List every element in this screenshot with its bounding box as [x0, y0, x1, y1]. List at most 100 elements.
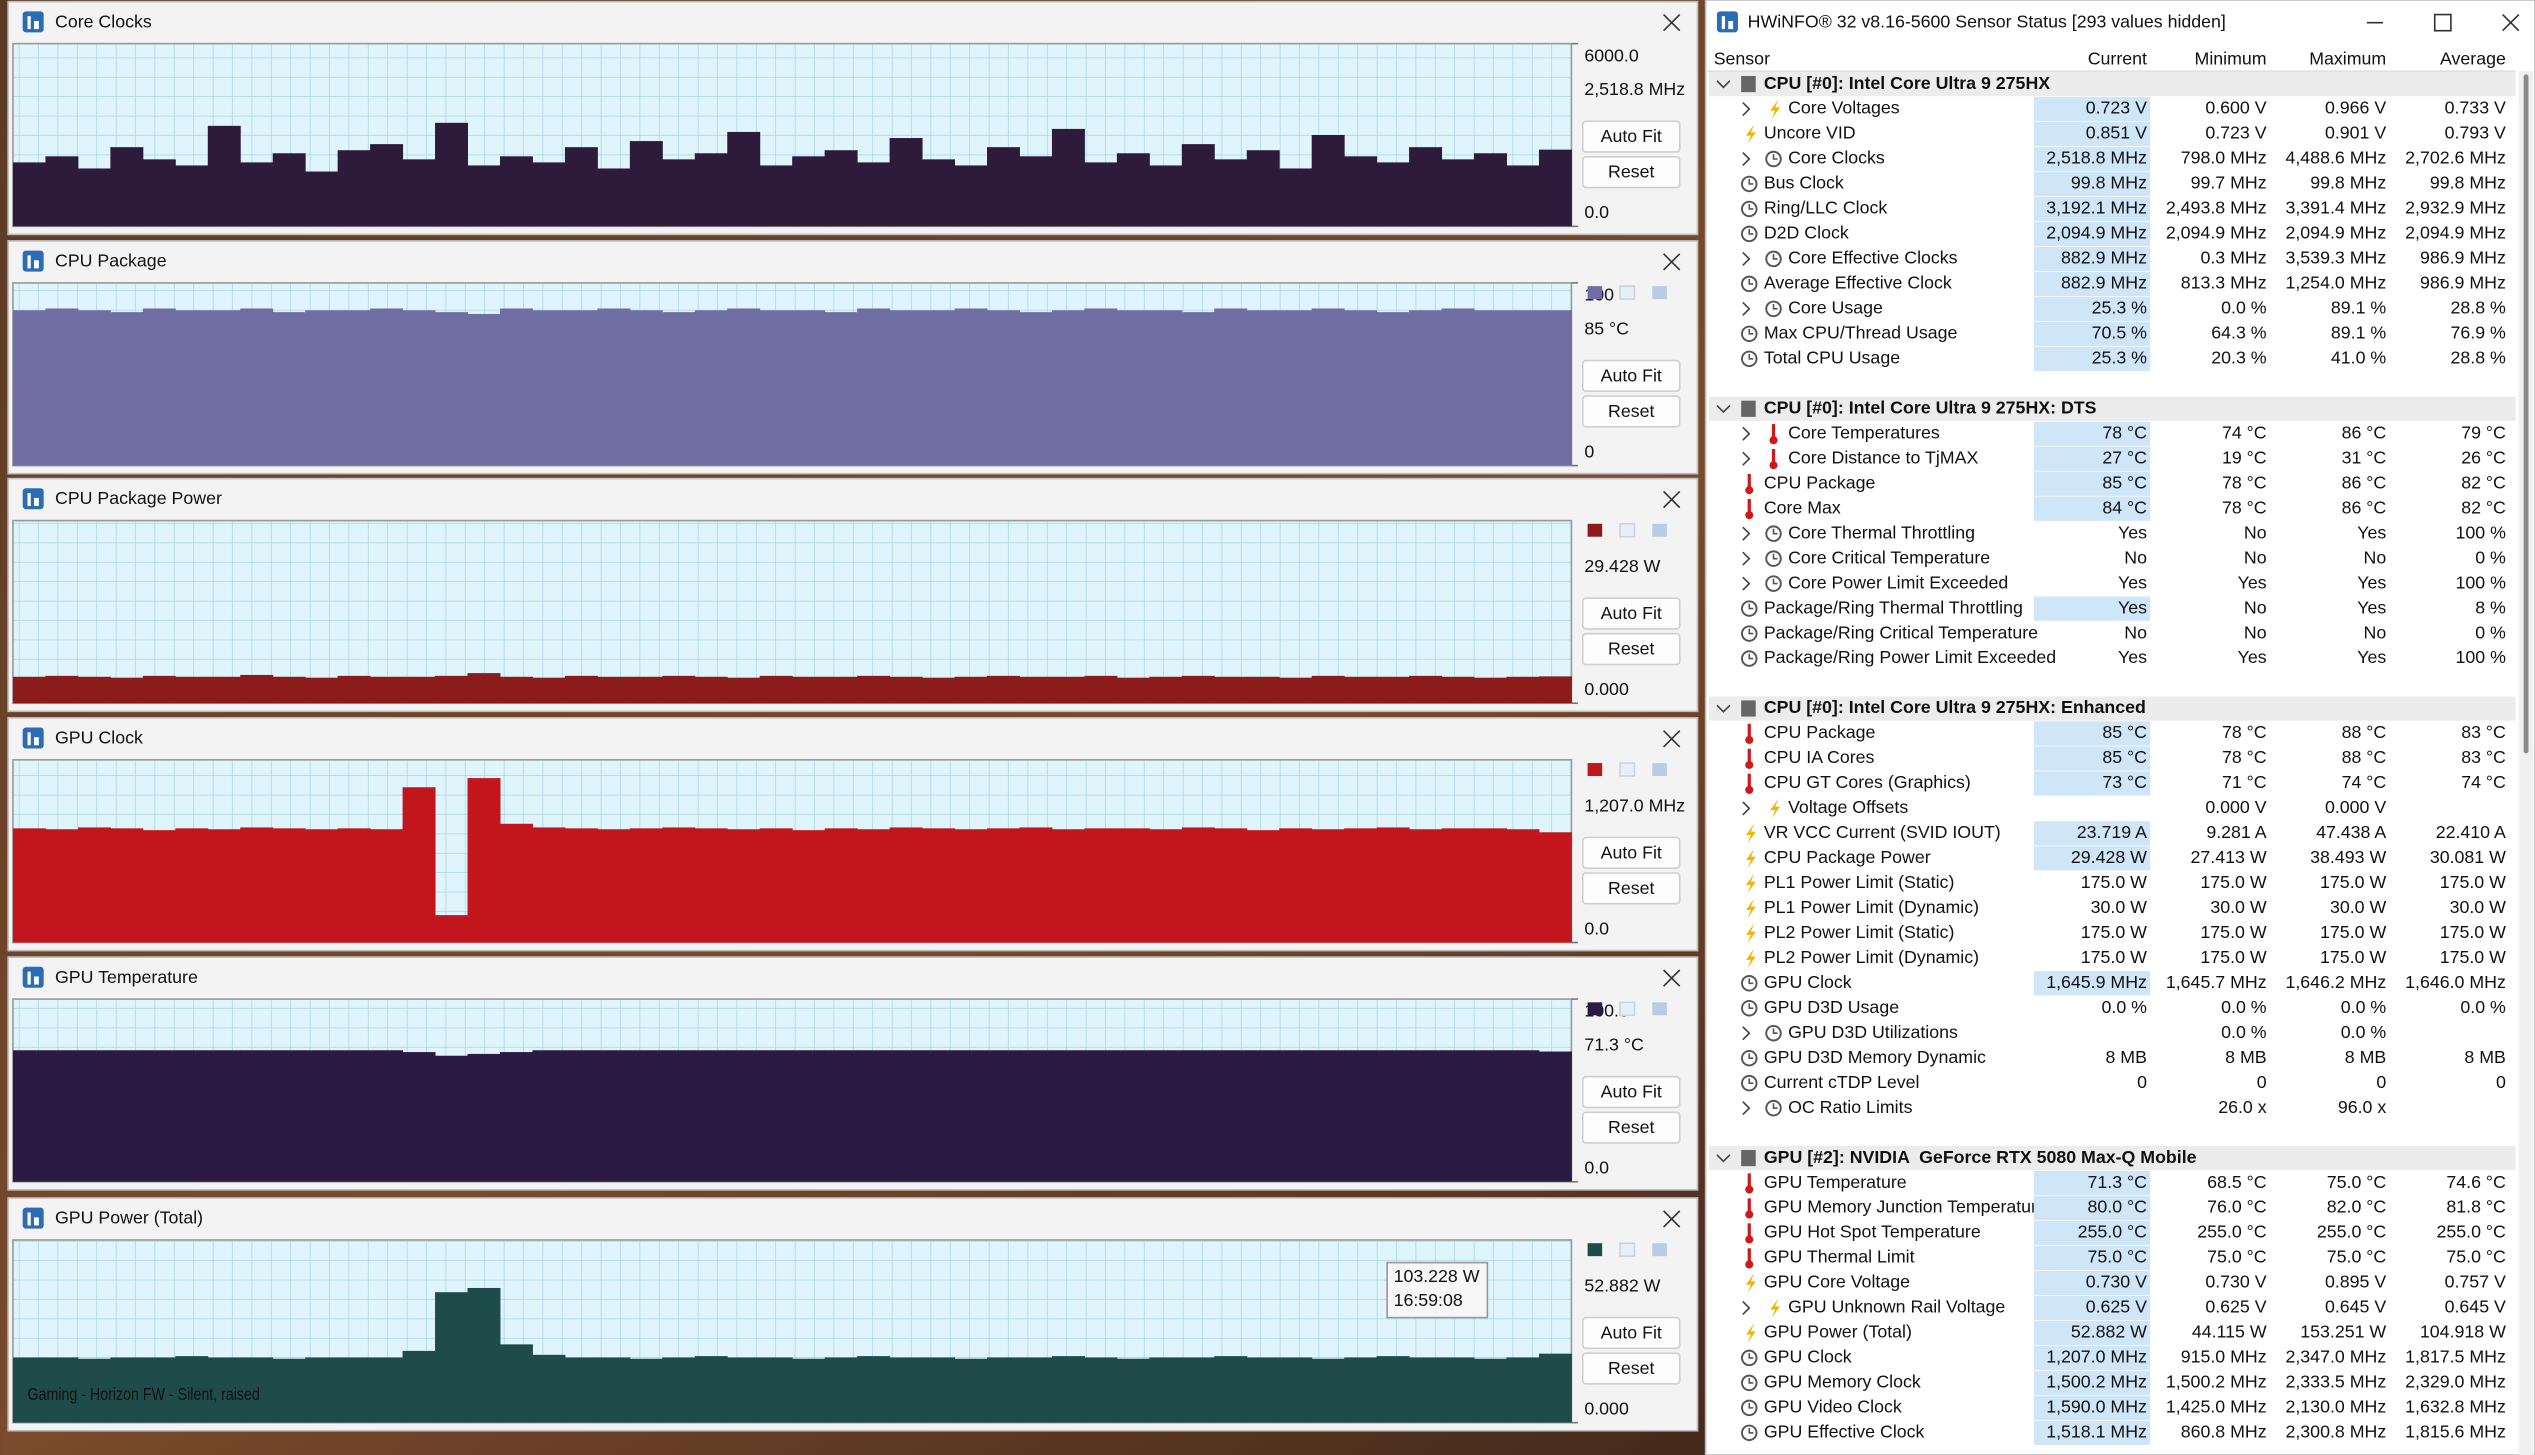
graph-bar: [110, 1357, 144, 1423]
graph-bar: [1084, 308, 1118, 466]
graph-bar: [727, 677, 761, 704]
clock-hand: [1772, 1028, 1778, 1035]
maximize-button[interactable]: [2433, 13, 2452, 32]
legend-swatch: [1652, 763, 1667, 776]
button[interactable]: [1581, 1111, 1681, 1144]
sensor-value: 26.0 x: [2218, 1097, 2267, 1117]
expand-arrow[interactable]: [1742, 526, 1751, 541]
graph-bar: [954, 829, 988, 943]
sensor-value: 0.730 V: [2205, 1272, 2266, 1292]
collapse-chevron[interactable]: [1716, 1154, 1731, 1163]
sensor-value: 3,192.1 MHz: [2046, 198, 2147, 218]
y-tick-label: 0.0: [1584, 918, 1609, 938]
expand-arrow[interactable]: [1742, 151, 1751, 167]
close-button[interactable]: [1663, 730, 1681, 748]
close-button[interactable]: [1663, 490, 1681, 509]
button[interactable]: [1581, 359, 1681, 393]
expand-arrow[interactable]: [1742, 576, 1751, 591]
current-highlight: [2033, 596, 2151, 621]
sensor-value: 0.3 MHz: [2200, 248, 2266, 268]
graph-bar: [467, 1287, 501, 1423]
expand-arrow[interactable]: [1742, 251, 1751, 266]
expand-arrow[interactable]: [1742, 551, 1751, 566]
graph-bar: [1311, 1358, 1345, 1423]
button[interactable]: [1581, 872, 1681, 905]
button[interactable]: [1581, 120, 1681, 153]
graph-bar: [824, 676, 858, 704]
sensor-value: 79 °C: [2461, 422, 2506, 442]
button[interactable]: [1581, 1316, 1681, 1350]
button[interactable]: [1581, 1075, 1681, 1109]
app-icon-bar: [33, 497, 39, 507]
current-value: 52.882 W: [1584, 1276, 1660, 1296]
sensor-value: 0.723 V: [2086, 98, 2147, 118]
collapse-chevron[interactable]: [1716, 80, 1731, 89]
sensor-value: 75.0 °C: [2088, 1247, 2148, 1267]
graph-bar: [1344, 676, 1378, 704]
button[interactable]: [1581, 597, 1681, 630]
button[interactable]: [1581, 632, 1681, 666]
sensor-label: GPU D3D Memory Dynamic: [1764, 1047, 1986, 1067]
button[interactable]: [1581, 156, 1681, 189]
sensor-value: 2,493.8 MHz: [2166, 198, 2267, 218]
close-button[interactable]: [1663, 969, 1681, 987]
app-icon: [22, 727, 44, 749]
section-title: CPU [#0]: Intel Core Ultra 9 275HX: DTS: [1764, 397, 2097, 417]
sensor-value: No: [2124, 622, 2147, 642]
expand-arrow[interactable]: [1742, 1101, 1751, 1116]
clock-icon: [1765, 550, 1782, 567]
collapse-chevron[interactable]: [1716, 704, 1731, 713]
graph-bar: [370, 308, 404, 466]
sensor-label: GPU D3D Usage: [1764, 997, 1899, 1017]
clock-hand: [1748, 1428, 1754, 1434]
sensor-label: GPU Unknown Rail Voltage: [1788, 1297, 2005, 1317]
sensor-value: 3,539.3 MHz: [2285, 248, 2386, 268]
expand-arrow[interactable]: [1742, 1300, 1751, 1316]
sensor-value: 100 %: [2455, 522, 2506, 542]
sensor-value: 8 MB: [2464, 1047, 2505, 1067]
graph-bar: [824, 1357, 858, 1423]
graph-bar: [1311, 134, 1345, 227]
sensor-value: Yes: [2357, 597, 2386, 617]
sensor-value: 2,329.0 MHz: [2405, 1372, 2506, 1392]
graph-bar: [467, 1053, 501, 1182]
graph-bar: [694, 153, 728, 227]
sensor-value: 2,347.0 MHz: [2285, 1347, 2386, 1367]
graph-bar: [889, 827, 923, 943]
close-button[interactable]: [1663, 253, 1681, 271]
current-highlight: [2033, 1270, 2151, 1296]
expand-arrow[interactable]: [1742, 451, 1751, 466]
expand-arrow[interactable]: [1742, 426, 1751, 441]
button[interactable]: [1581, 395, 1681, 428]
sensor-value: 0.0 %: [2341, 997, 2387, 1017]
expand-arrow[interactable]: [1742, 801, 1751, 816]
sensor-value: 8 MB: [2105, 1047, 2146, 1067]
sensor-value: 0.0 %: [2341, 1022, 2387, 1042]
clock-icon: [1741, 1424, 1758, 1442]
scroll-thumb[interactable]: [2523, 74, 2529, 754]
sensor-value: 175.0 W: [2320, 947, 2386, 967]
sensor-label: GPU Effective Clock: [1764, 1422, 1925, 1442]
button[interactable]: [1581, 836, 1681, 869]
sensor-value: Yes: [2357, 522, 2386, 542]
sensor-value: 0.733 V: [2445, 98, 2506, 118]
graph-bar: [1116, 1358, 1150, 1423]
sensor-value: 1,254.0 MHz: [2285, 273, 2386, 293]
close-button[interactable]: [1663, 13, 1681, 32]
clock-hand: [1748, 353, 1754, 360]
sensor-value: 0.645 V: [2325, 1297, 2386, 1317]
collapse-chevron[interactable]: [1716, 404, 1731, 414]
current-highlight: [2033, 1320, 2151, 1346]
sensor-value: 74 °C: [2342, 772, 2387, 792]
graph-bar: [954, 1358, 988, 1423]
sensor-value: 798.0 MHz: [2181, 148, 2267, 168]
chip-icon: [1741, 700, 1756, 717]
clock-icon: [1741, 1399, 1758, 1417]
expand-arrow[interactable]: [1742, 1026, 1751, 1041]
expand-arrow[interactable]: [1742, 102, 1751, 117]
button[interactable]: [1581, 1352, 1681, 1385]
expand-arrow[interactable]: [1742, 301, 1751, 316]
close-button[interactable]: [2502, 13, 2520, 32]
graph-bar: [727, 829, 761, 943]
close-button[interactable]: [1663, 1210, 1681, 1228]
